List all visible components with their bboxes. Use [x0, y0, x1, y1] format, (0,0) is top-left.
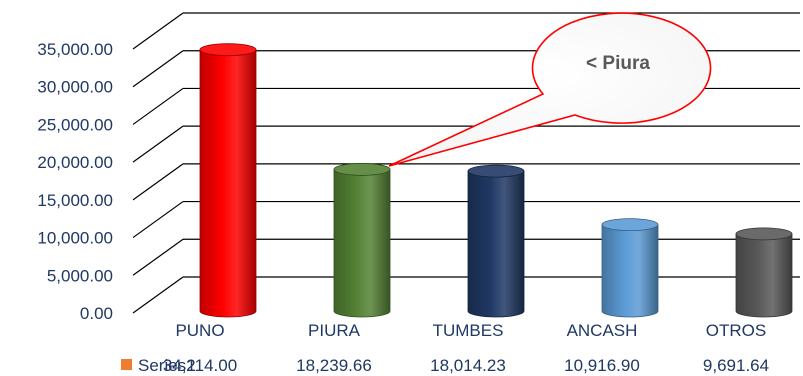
- bars: [199, 43, 793, 318]
- series-name: Series2: [138, 356, 196, 375]
- y-axis-tick-labels: 0.00 5,000.00 10,000.00 15,000.00 20,000.00 2…: [37, 40, 113, 323]
- y-tick-label: 10,000.00: [37, 229, 113, 248]
- y-tick-label: 35,000.00: [37, 40, 113, 59]
- callout-text: < Piura: [586, 53, 650, 74]
- callout-annotation: < Piura: [388, 12, 712, 167]
- category-label: ANCASH: [567, 321, 638, 340]
- bar-puno: [199, 43, 257, 318]
- y-tick-label: 0.00: [80, 304, 113, 323]
- data-table-value: 18,239.66: [296, 356, 372, 375]
- category-label: OTROS: [706, 321, 766, 340]
- y-tick-label: 15,000.00: [37, 191, 113, 210]
- data-table-value: 10,916.90: [564, 356, 640, 375]
- y-tick-label: 5,000.00: [47, 266, 113, 285]
- category-label: PIURA: [308, 321, 361, 340]
- gridline: [132, 163, 800, 201]
- data-table: Series2 34,114.00 18,239.66 18,014.23 10,91…: [121, 356, 769, 375]
- category-label: PUNO: [175, 321, 224, 340]
- bar-ancash: [601, 218, 659, 318]
- y-tick-label: 30,000.00: [37, 78, 113, 97]
- data-table-value: 9,691.64: [703, 356, 769, 375]
- data-table-value: 34,114.00: [163, 356, 237, 375]
- data-table-value: 18,014.23: [430, 356, 506, 375]
- bar-tumbes: [467, 164, 525, 318]
- y-tick-label: 20,000.00: [37, 153, 113, 172]
- category-labels: PUNO PIURA TUMBES ANCASH OTROS: [175, 321, 766, 340]
- callout-bubble: [388, 12, 712, 167]
- y-tick-label: 25,000.00: [37, 115, 113, 134]
- legend-key: [121, 359, 132, 370]
- bar-piura: [333, 163, 391, 318]
- category-label: TUMBES: [433, 321, 504, 340]
- gridline: [132, 12, 800, 50]
- bar-otros: [735, 227, 793, 318]
